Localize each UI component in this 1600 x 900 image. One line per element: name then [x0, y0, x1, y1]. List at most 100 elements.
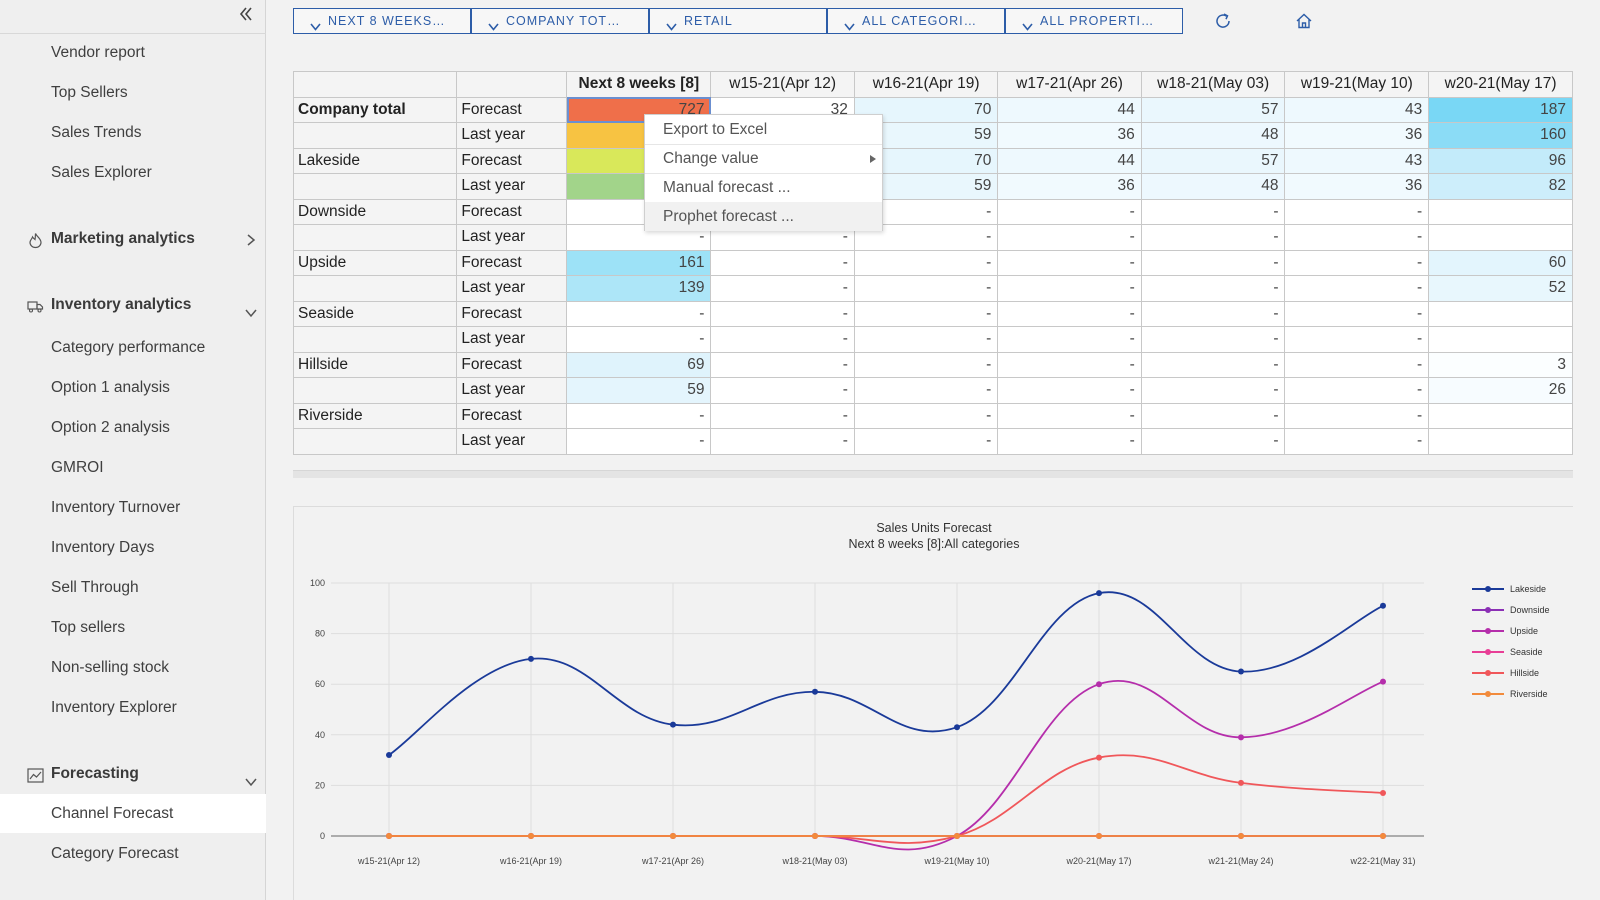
channel-filter-button[interactable]: RETAIL: [649, 8, 827, 34]
nav-top-sellers-inventory[interactable]: Top sellers: [51, 619, 126, 636]
table-cell[interactable]: 44: [997, 96, 1142, 123]
table-cell[interactable]: -: [710, 377, 855, 404]
table-cell[interactable]: -: [853, 326, 999, 353]
legend-label[interactable]: Downside: [1510, 605, 1550, 615]
data-point-lakeside[interactable]: [812, 688, 818, 695]
table-cell[interactable]: [1428, 224, 1573, 251]
nav-channel-forecast[interactable]: Channel Forecast: [51, 805, 174, 822]
table-cell[interactable]: [1428, 402, 1573, 429]
column-header[interactable]: w18-21(May 03): [1140, 71, 1286, 98]
column-header[interactable]: Next 8 weeks [8]: [566, 71, 712, 98]
table-cell[interactable]: [1428, 428, 1573, 455]
table-cell[interactable]: -: [1140, 377, 1286, 404]
nav-sales-trends[interactable]: Sales Trends: [51, 124, 142, 141]
legend-label[interactable]: Riverside: [1510, 689, 1548, 699]
table-cell[interactable]: 59: [566, 377, 712, 404]
table-cell[interactable]: -: [997, 198, 1142, 225]
table-cell[interactable]: -: [710, 402, 855, 429]
table-cell[interactable]: -: [1284, 326, 1430, 353]
table-cell[interactable]: -: [997, 428, 1142, 455]
table-cell[interactable]: -: [710, 275, 855, 302]
table-cell[interactable]: -: [853, 428, 999, 455]
table-cell[interactable]: 43: [1284, 147, 1430, 174]
table-cell[interactable]: -: [710, 300, 855, 327]
collapse-sidebar-icon[interactable]: [236, 4, 256, 24]
table-cell[interactable]: -: [710, 249, 855, 276]
table-cell[interactable]: -: [1140, 224, 1286, 251]
table-cell[interactable]: 44: [997, 147, 1142, 174]
legend-label[interactable]: Hillside: [1510, 668, 1539, 678]
data-point-riverside[interactable]: [528, 833, 534, 839]
data-point-riverside[interactable]: [954, 833, 960, 839]
table-cell[interactable]: -: [566, 300, 712, 327]
table-cell[interactable]: -: [997, 275, 1142, 302]
table-cell[interactable]: 36: [997, 122, 1142, 149]
table-cell[interactable]: -: [710, 428, 855, 455]
table-cell[interactable]: -: [1140, 275, 1286, 302]
table-cell[interactable]: -: [853, 275, 999, 302]
table-cell[interactable]: -: [1284, 224, 1430, 251]
data-point-riverside[interactable]: [1238, 833, 1244, 839]
menu-item-manual-forecast[interactable]: Manual forecast ...: [663, 179, 791, 196]
data-point-lakeside[interactable]: [1238, 668, 1244, 675]
menu-item-change-value[interactable]: Change value: [645, 144, 882, 173]
table-cell[interactable]: -: [1140, 326, 1286, 353]
section-inventory-analytics[interactable]: Inventory analytics: [27, 296, 266, 318]
nav-category-forecast[interactable]: Category Forecast: [51, 845, 179, 862]
table-cell[interactable]: 48: [1140, 122, 1286, 149]
table-cell[interactable]: -: [997, 249, 1142, 276]
period-filter-button[interactable]: NEXT 8 WEEKS…: [293, 8, 471, 34]
home-icon[interactable]: [1294, 11, 1314, 31]
data-point-lakeside[interactable]: [670, 721, 676, 728]
company-filter-button[interactable]: COMPANY TOT…: [471, 8, 649, 34]
section-marketing-analytics[interactable]: Marketing analytics: [27, 230, 266, 252]
nav-gmroi[interactable]: GMROI: [51, 459, 104, 476]
table-cell[interactable]: 36: [1284, 173, 1430, 200]
table-cell[interactable]: -: [1140, 249, 1286, 276]
section-forecasting[interactable]: Forecasting: [27, 765, 266, 787]
data-point-hillside[interactable]: [1238, 779, 1244, 786]
table-cell[interactable]: -: [997, 351, 1142, 378]
table-cell[interactable]: 36: [1284, 122, 1430, 149]
table-cell[interactable]: 43: [1284, 96, 1430, 123]
table-cell[interactable]: -: [997, 402, 1142, 429]
table-cell[interactable]: -: [710, 351, 855, 378]
table-cell[interactable]: -: [1284, 198, 1430, 225]
table-cell[interactable]: -: [710, 326, 855, 353]
nav-option-1-analysis[interactable]: Option 1 analysis: [51, 379, 170, 396]
nav-non-selling-stock[interactable]: Non-selling stock: [51, 659, 170, 676]
table-cell[interactable]: 60: [1428, 249, 1573, 276]
table-cell[interactable]: -: [997, 224, 1142, 251]
table-cell[interactable]: [1428, 326, 1573, 353]
table-cell[interactable]: -: [853, 351, 999, 378]
nav-inventory-explorer[interactable]: Inventory Explorer: [51, 699, 177, 716]
table-cell[interactable]: -: [566, 402, 712, 429]
table-cell[interactable]: -: [853, 402, 999, 429]
data-point-riverside[interactable]: [670, 833, 676, 839]
table-cell[interactable]: -: [997, 326, 1142, 353]
table-cell[interactable]: 139: [566, 275, 712, 302]
table-cell[interactable]: 3: [1428, 351, 1573, 378]
table-cell[interactable]: 48: [1140, 173, 1286, 200]
data-point-riverside[interactable]: [1096, 833, 1102, 839]
table-cell[interactable]: 36: [997, 173, 1142, 200]
nav-inventory-turnover[interactable]: Inventory Turnover: [51, 499, 181, 516]
nav-top-sellers[interactable]: Top Sellers: [51, 84, 128, 101]
table-cell[interactable]: -: [1140, 402, 1286, 429]
data-point-hillside[interactable]: [1380, 789, 1386, 796]
nav-sell-through[interactable]: Sell Through: [51, 579, 139, 596]
table-cell[interactable]: 69: [566, 351, 712, 378]
column-header[interactable]: w15-21(Apr 12): [710, 71, 855, 98]
table-cell[interactable]: 727: [566, 96, 712, 123]
nav-vendor-report[interactable]: Vendor report: [51, 44, 145, 61]
table-cell[interactable]: -: [1140, 198, 1286, 225]
data-point-upside[interactable]: [1238, 734, 1244, 741]
table-cell[interactable]: 52: [1428, 275, 1573, 302]
table-cell[interactable]: 96: [1428, 147, 1573, 174]
nav-option-2-analysis[interactable]: Option 2 analysis: [51, 419, 170, 436]
menu-item-prophet-forecast[interactable]: Prophet forecast ...: [645, 202, 882, 231]
column-header[interactable]: w17-21(Apr 26): [997, 71, 1142, 98]
category-filter-button[interactable]: ALL CATEGORI…: [827, 8, 1005, 34]
table-cell[interactable]: -: [566, 428, 712, 455]
column-header[interactable]: w16-21(Apr 19): [853, 71, 999, 98]
